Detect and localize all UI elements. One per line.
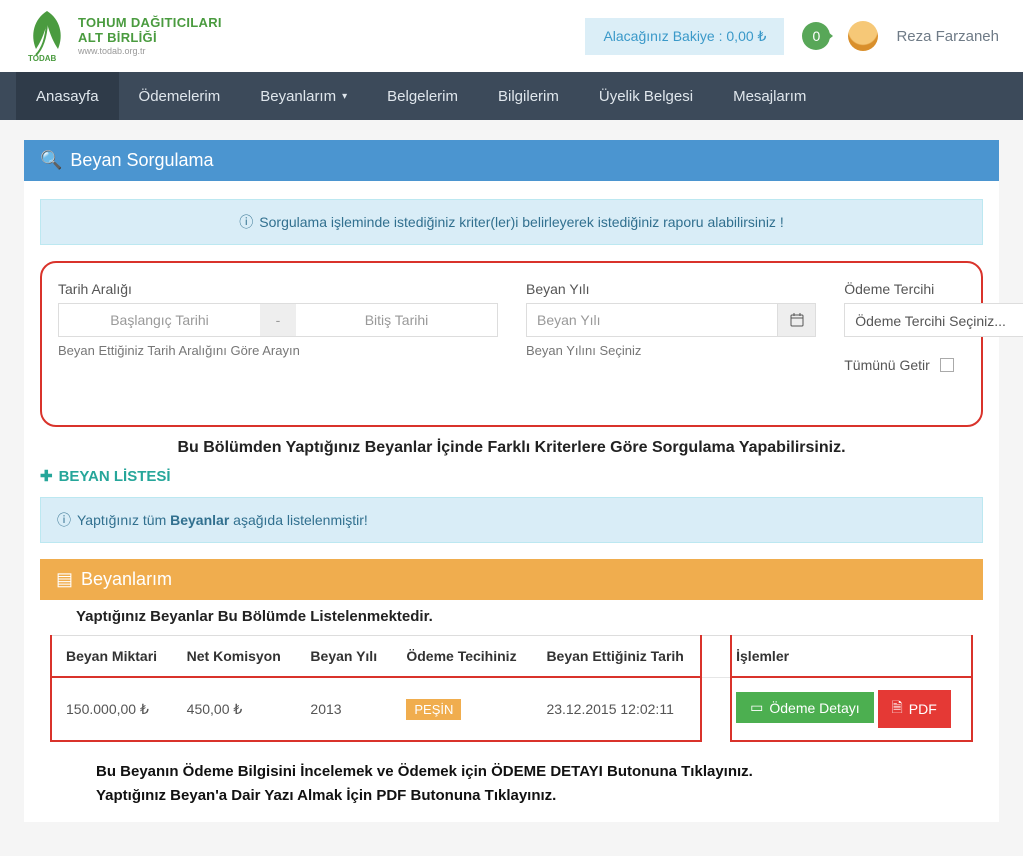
payment-pref-label: Ödeme Tercihi (844, 281, 1023, 297)
username[interactable]: Reza Farzaneh (896, 28, 999, 45)
query-info-alert: ⓘ Sorgulama işleminde istediğiniz kriter… (40, 199, 983, 245)
money-icon: ▭ (750, 699, 763, 716)
year-help: Beyan Yılını Seçiniz (526, 343, 816, 358)
table-caption: Yaptığınız Beyanlar Bu Bölümde Listelenm… (40, 600, 983, 635)
nav-anasayfa[interactable]: Anasayfa (16, 72, 119, 120)
header: TODAB TOHUM DAĞITICILARI ALT BİRLİĞİ www… (0, 0, 1023, 72)
notification-badge[interactable]: 0 (802, 22, 830, 50)
cell-odeme: PEŞİN (392, 677, 532, 741)
file-icon: 🗎 (892, 697, 903, 721)
beyanlarim-panel: ▤ Beyanlarım Yaptığınız Beyanlar Bu Bölü… (40, 559, 983, 754)
footer-notes: Bu Beyanın Ödeme Bilgisini İncelemek ve … (40, 754, 983, 808)
query-caption: Bu Bölümden Yaptığınız Beyanlar İçinde F… (40, 439, 983, 457)
col-komisyon: Net Komisyon (173, 636, 297, 678)
beyanlarim-heading: ▤ Beyanlarım (40, 559, 983, 600)
date-help: Beyan Ettiğiniz Tarih Aralığını Göre Ara… (58, 343, 498, 358)
odeme-detayi-label: Ödeme Detayı (769, 700, 859, 716)
nav-label: Ödemelerim (139, 88, 221, 105)
avatar[interactable] (848, 21, 878, 51)
calendar-icon[interactable] (778, 303, 816, 337)
query-panel-heading: 🔍 Beyan Sorgulama (24, 140, 999, 181)
chevron-down-icon: ▾ (342, 91, 347, 102)
logo-short: TODAB (28, 54, 57, 63)
brand-site: www.todab.org.tr (78, 46, 222, 56)
nav-label: Anasayfa (36, 88, 99, 105)
query-form-frame: Tarih Aralığı - Beyan Ettiğiniz Tarih Ar… (40, 261, 983, 427)
balance-box[interactable]: Alacağınız Bakiye : 0,00 ₺ (585, 18, 784, 55)
beyanlarim-title: Beyanlarım (81, 569, 172, 590)
query-panel-title: Beyan Sorgulama (70, 150, 213, 171)
col-yil: Beyan Yılı (296, 636, 392, 678)
nav-label: Belgelerim (387, 88, 458, 105)
nav-belgelerim[interactable]: Belgelerim (367, 72, 478, 120)
footer-line2: Yaptığınız Beyan'a Dair Yazı Almak İçin … (96, 784, 983, 808)
all-checkbox-label: Tümünü Getir (844, 357, 930, 373)
year-label: Beyan Yılı (526, 281, 816, 297)
all-checkbox[interactable] (940, 358, 954, 372)
list-info-suffix: aşağıda listelenmiştir! (229, 512, 368, 528)
nav-label: Üyelik Belgesi (599, 88, 693, 105)
logo[interactable]: TODAB TOHUM DAĞITICILARI ALT BİRLİĞİ www… (24, 9, 222, 63)
nav-beyanlarim[interactable]: Beyanlarım ▾ (240, 72, 367, 120)
nav-bilgilerim[interactable]: Bilgilerim (478, 72, 579, 120)
nav-mesajlarim[interactable]: Mesajlarım (713, 72, 826, 120)
payment-pref-select[interactable]: Ödeme Tercihi Seçiniz... (844, 303, 1023, 337)
footer-line1: Bu Beyanın Ödeme Bilgisini İncelemek ve … (96, 760, 983, 784)
nav-uyelik-belgesi[interactable]: Üyelik Belgesi (579, 72, 713, 120)
payment-badge: PEŞİN (406, 699, 461, 720)
cell-islemler: ▭ Ödeme Detayı 🗎 PDF (731, 677, 968, 741)
leaf-icon: TODAB (24, 9, 70, 63)
beyan-listesi-title: ✚ BEYAN LİSTESİ (40, 467, 983, 485)
year-input[interactable] (526, 303, 778, 337)
date-range-label: Tarih Aralığı (58, 281, 498, 297)
list-info-bold: Beyanlar (170, 512, 229, 528)
col-miktar: Beyan Miktari (51, 636, 173, 678)
pdf-label: PDF (909, 701, 937, 717)
date-dash: - (260, 303, 296, 337)
nav-label: Mesajlarım (733, 88, 806, 105)
nav-label: Beyanlarım (260, 88, 336, 105)
cell-tarih: 23.12.2015 12:02:11 (532, 677, 701, 741)
beyan-table: Beyan Miktari Net Komisyon Beyan Yılı Öd… (50, 635, 973, 742)
list-info-prefix: Yaptığınız tüm (77, 512, 170, 528)
navbar: Anasayfa Ödemelerim Beyanlarım ▾ Belgeler… (0, 72, 1023, 120)
col-islemler: İşlemler (731, 636, 968, 678)
info-icon: ⓘ (239, 212, 253, 232)
info-icon: ⓘ (57, 510, 71, 530)
pdf-button[interactable]: 🗎 PDF (878, 690, 951, 728)
search-icon: 🔍 (40, 150, 62, 171)
list-info-alert: ⓘ Yaptığınız tüm Beyanlar aşağıda listel… (40, 497, 983, 543)
table-row: 150.000,00 ₺ 450,00 ₺ 2013 PEŞİN 23.12.2… (51, 677, 972, 741)
nav-odemelerim[interactable]: Ödemelerim (119, 72, 241, 120)
odeme-detayi-button[interactable]: ▭ Ödeme Detayı (736, 692, 874, 723)
date-end-input[interactable] (296, 303, 498, 337)
plus-icon: ✚ (40, 467, 53, 485)
query-info-text: Sorgulama işleminde istediğiniz kriter(l… (259, 214, 783, 230)
cell-yil: 2013 (296, 677, 392, 741)
col-odeme: Ödeme Tecihiniz (392, 636, 532, 678)
brand-line1: TOHUM DAĞITICILARI (78, 16, 222, 31)
beyan-listesi-label: BEYAN LİSTESİ (59, 468, 171, 485)
cell-komisyon: 450,00 ₺ (173, 677, 297, 741)
cell-miktar: 150.000,00 ₺ (51, 677, 173, 741)
query-panel: 🔍 Beyan Sorgulama ⓘ Sorgulama işleminde … (24, 140, 999, 822)
date-start-input[interactable] (58, 303, 260, 337)
nav-label: Bilgilerim (498, 88, 559, 105)
brand-line2: ALT BİRLİĞİ (78, 31, 222, 46)
col-tarih: Beyan Ettiğiniz Tarih (532, 636, 701, 678)
list-icon: ▤ (56, 569, 73, 590)
